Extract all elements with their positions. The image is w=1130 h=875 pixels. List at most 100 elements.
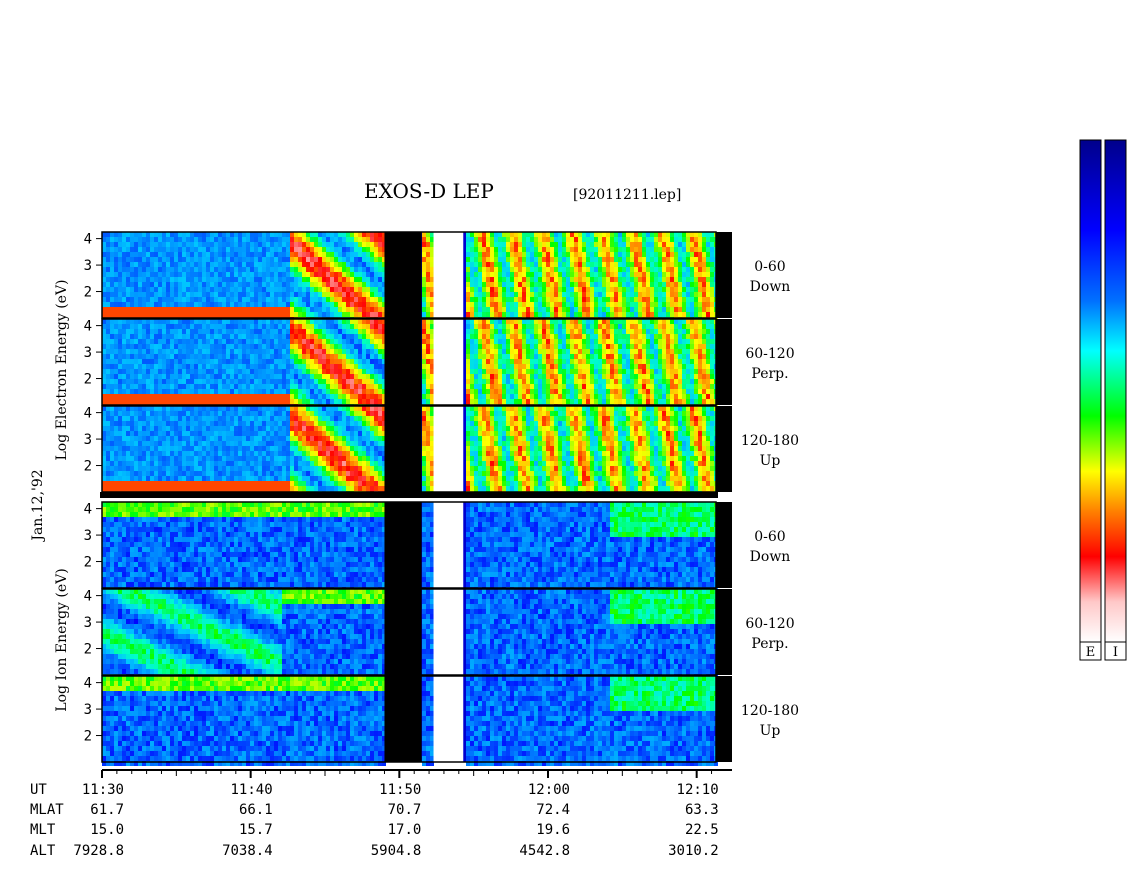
heat-cell xyxy=(234,364,238,369)
heat-cell xyxy=(690,242,694,247)
heat-cell xyxy=(354,349,358,354)
heat-cell xyxy=(166,237,170,242)
heat-cell xyxy=(370,267,374,272)
heat-cell xyxy=(678,262,682,267)
heat-cell xyxy=(162,389,166,394)
heat-cell xyxy=(282,232,286,237)
heat-cell xyxy=(242,369,246,374)
heat-cell xyxy=(158,389,162,394)
heat-cell xyxy=(606,297,610,302)
heat-cell xyxy=(274,312,278,317)
heat-cell xyxy=(506,339,510,344)
heat-cell xyxy=(318,339,322,344)
heat-cell xyxy=(514,302,518,307)
heat-cell xyxy=(686,262,690,267)
heat-cell xyxy=(238,237,242,242)
heat-cell xyxy=(198,282,202,287)
heat-cell xyxy=(614,324,618,329)
heat-cell xyxy=(382,267,386,272)
heat-cell xyxy=(698,324,702,329)
heat-cell xyxy=(626,262,630,267)
heat-cell xyxy=(330,354,334,359)
heat-cell xyxy=(466,302,470,307)
heat-cell xyxy=(430,282,434,287)
heat-cell xyxy=(518,242,522,247)
heat-cell xyxy=(498,319,502,324)
heat-cell xyxy=(706,267,710,272)
heat-cell xyxy=(354,257,358,262)
heat-cell xyxy=(118,282,122,287)
heat-cell xyxy=(674,399,678,404)
heat-cell xyxy=(230,359,234,364)
heat-cell xyxy=(358,364,362,369)
heat-cell xyxy=(178,399,182,404)
heat-cell xyxy=(158,374,162,379)
heat-cell xyxy=(638,267,642,272)
heat-cell xyxy=(314,319,318,324)
heat-cell xyxy=(374,394,378,399)
heat-cell xyxy=(686,297,690,302)
heat-cell xyxy=(702,384,706,389)
heat-cell xyxy=(614,334,618,339)
heat-cell xyxy=(698,364,702,369)
heat-cell xyxy=(494,247,498,252)
heat-cell xyxy=(178,267,182,272)
heat-cell xyxy=(130,297,134,302)
heat-cell xyxy=(598,282,602,287)
heat-cell xyxy=(678,257,682,262)
heat-cell xyxy=(706,307,710,312)
heat-cell xyxy=(706,359,710,364)
heat-cell xyxy=(330,272,334,277)
heat-cell xyxy=(698,329,702,334)
heat-cell xyxy=(654,319,658,324)
heat-cell xyxy=(678,307,682,312)
heat-cell xyxy=(150,334,154,339)
heat-cell xyxy=(362,324,366,329)
heat-cell xyxy=(546,374,550,379)
heat-cell xyxy=(514,267,518,272)
heat-cell xyxy=(190,389,194,394)
heat-cell xyxy=(222,369,226,374)
heat-cell xyxy=(278,252,282,257)
heat-cell xyxy=(690,344,694,349)
heat-cell xyxy=(470,384,474,389)
heat-cell xyxy=(198,329,202,334)
heat-cell xyxy=(290,379,294,384)
heat-cell xyxy=(518,247,522,252)
heatmap-panel-3 xyxy=(102,406,718,496)
heat-cell xyxy=(598,394,602,399)
heat-cell xyxy=(110,297,114,302)
heat-cell xyxy=(266,389,270,394)
heat-cell xyxy=(170,277,174,282)
heat-cell xyxy=(510,262,514,267)
heat-cell xyxy=(334,287,338,292)
heat-cell xyxy=(634,329,638,334)
heat-cell xyxy=(286,329,290,334)
heat-cell xyxy=(422,302,426,307)
heat-cell xyxy=(542,319,546,324)
heat-cell xyxy=(154,247,158,252)
heat-cell xyxy=(614,272,618,277)
heat-cell xyxy=(110,476,114,481)
heat-cell xyxy=(694,287,698,292)
heat-cell xyxy=(270,364,274,369)
heat-cell xyxy=(154,379,158,384)
heat-cell xyxy=(106,446,110,451)
heat-cell xyxy=(658,329,662,334)
heat-cell xyxy=(302,257,306,262)
heat-cell xyxy=(182,302,186,307)
heat-cell xyxy=(582,232,586,237)
heat-cell xyxy=(190,334,194,339)
heat-cell xyxy=(134,334,138,339)
heat-cell xyxy=(510,399,514,404)
heat-cell xyxy=(614,379,618,384)
heat-cell xyxy=(590,324,594,329)
heat-cell xyxy=(530,374,534,379)
heat-cell xyxy=(710,307,714,312)
heat-cell xyxy=(150,324,154,329)
heat-cell xyxy=(486,359,490,364)
heat-cell xyxy=(690,324,694,329)
heat-cell xyxy=(194,384,198,389)
heat-cell xyxy=(610,374,614,379)
heat-cell xyxy=(598,319,602,324)
